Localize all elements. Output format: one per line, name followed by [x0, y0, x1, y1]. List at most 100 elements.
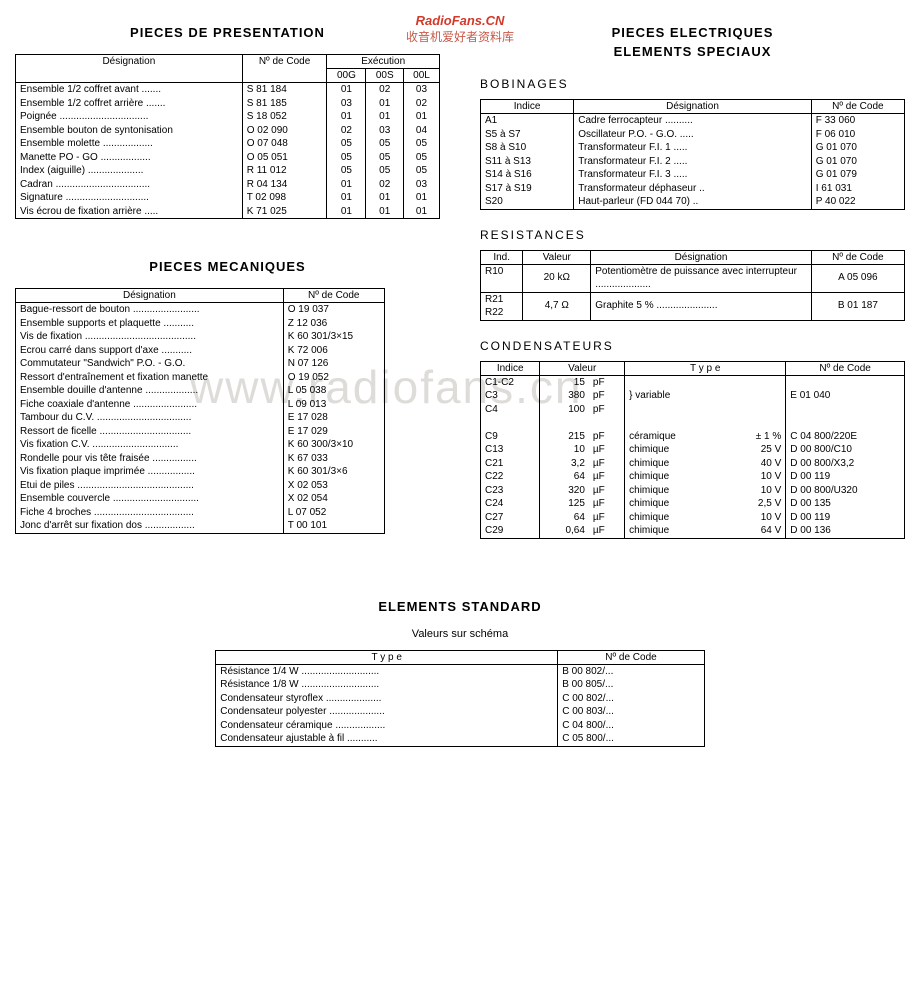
bob-row-ind: S14 à S16 [485, 168, 569, 182]
mec-row-des: Ensemble supports et plaquette .........… [20, 317, 279, 331]
watermark-line1: RadioFans.CN [416, 13, 505, 28]
mec-row-des: Fiche coaxiale d'antenne ...............… [20, 398, 279, 412]
mec-row-code: O 19 052 [288, 371, 380, 385]
cond-row-type: chimique [629, 511, 720, 525]
th-00g: 00G [327, 69, 366, 83]
res-row-ind: R10 [481, 264, 523, 292]
cond-row-val: 125 [544, 497, 585, 511]
th-00l: 00L [403, 69, 439, 83]
cond-row-ind: C23 [485, 484, 535, 498]
presentation-row-exec: 05 [370, 151, 399, 165]
presentation-row-code: S 81 185 [247, 97, 323, 111]
bob-row-ind: S20 [485, 195, 569, 209]
res-row-des: Graphite 5 % ...................... [591, 292, 812, 320]
cond-row-val: 64 [544, 470, 585, 484]
cond-row-typeval: 64 V [728, 524, 781, 538]
presentation-row-exec: 03 [370, 124, 399, 138]
presentation-table: Désignation Nº de Code Exécution 00G 00S… [15, 54, 440, 219]
presentation-row-exec: 02 [331, 124, 361, 138]
bob-row-ind: S17 à S19 [485, 182, 569, 196]
speciaux-title: ELEMENTS SPECIAUX [480, 44, 905, 59]
presentation-row-code: O 05 051 [247, 151, 323, 165]
cond-row-val: 10 [544, 443, 585, 457]
bob-row-ind: S11 à S13 [485, 155, 569, 169]
presentation-row-exec: 01 [370, 191, 399, 205]
right-column: PIECES ELECTRIQUES ELEMENTS SPECIAUX BOB… [480, 15, 905, 539]
presentation-row-code: T 02 098 [247, 191, 323, 205]
mec-row-des: Ensemble couvercle .....................… [20, 492, 279, 506]
bob-row-des: Transformateur déphaseur .. [578, 182, 806, 196]
bob-row-des: Cadre ferrocapteur .......... [578, 114, 806, 128]
cond-row-typeval: 25 V [728, 443, 781, 457]
th-res-ind: Ind. [481, 250, 523, 264]
std-row-type: Condensateur polyester .................… [220, 705, 553, 719]
presentation-row-code: K 71 025 [247, 205, 323, 219]
bob-row-ind: S5 à S7 [485, 128, 569, 142]
bob-row-ind: A1 [485, 114, 569, 128]
presentation-row-des: Signature .............................. [20, 191, 238, 205]
cond-row-code: D 00 800/U320 [790, 484, 900, 498]
cond-g1-unit: pF [593, 403, 620, 417]
cond-row-unit: µF [593, 497, 620, 511]
presentation-row-exec: 01 [331, 83, 361, 97]
bobinages-table: Indice Désignation Nº de Code A1S5 à S7S… [480, 99, 905, 210]
presentation-row-exec: 05 [331, 137, 361, 151]
bob-row-code: G 01 070 [816, 155, 900, 169]
cond-row-unit: µF [593, 457, 620, 471]
presentation-row-des: Cadran .................................… [20, 178, 238, 192]
cond-row-typeval: 40 V [728, 457, 781, 471]
mec-row-code: N 07 126 [288, 357, 380, 371]
presentation-row-exec: 03 [408, 83, 435, 97]
res-row-val: 4,7 Ω [523, 292, 591, 320]
cond-row-code: D 00 119 [790, 511, 900, 525]
res-row-des: Potentiomètre de puissance avec interrup… [591, 264, 812, 292]
std-row-type: Condensateur céramique .................… [220, 719, 553, 733]
cond-row-ind: C29 [485, 524, 535, 538]
cond-row-unit: pF [593, 430, 620, 444]
cond-row-ind: C22 [485, 470, 535, 484]
res-row-val: 20 kΩ [523, 264, 591, 292]
presentation-row-des: Ensemble 1/2 coffret arrière ....... [20, 97, 238, 111]
cond-row-type: chimique [629, 470, 720, 484]
cond-row-unit: µF [593, 511, 620, 525]
mec-row-des: Vis fixation C.V. ......................… [20, 438, 279, 452]
th-bob-ind: Indice [481, 100, 574, 114]
th-designation: Désignation [16, 55, 243, 83]
mec-row-code: E 17 029 [288, 425, 380, 439]
presentation-row-des: Index (aiguille) .................... [20, 164, 238, 178]
presentation-row-exec: 05 [370, 164, 399, 178]
cond-row-type: céramique [629, 430, 720, 444]
bob-row-code: I 61 031 [816, 182, 900, 196]
presentation-row-exec: 05 [408, 137, 435, 151]
std-row-type: Résistance 1/8 W .......................… [220, 678, 553, 692]
cond-row-code: C 04 800/220E [790, 430, 900, 444]
bob-row-code: G 01 070 [816, 141, 900, 155]
std-row-type: Condensateur ajustable à fil ........... [220, 732, 553, 746]
mecaniques-title: PIECES MECANIQUES [15, 259, 440, 274]
cond-g1-val: 15 [544, 376, 585, 390]
presentation-row-des: Vis écrou de fixation arrière ..... [20, 205, 238, 219]
cond-row-val: 215 [544, 430, 585, 444]
presentation-row-exec: 01 [408, 110, 435, 124]
mec-row-code: Z 12 036 [288, 317, 380, 331]
cond-row-type: chimique [629, 524, 720, 538]
presentation-row-des: Ensemble molette .................. [20, 137, 238, 151]
condensateurs-table: Indice Valeur T y p e Nº de Code C1-C2C3… [480, 361, 905, 539]
standard-sub: Valeurs sur schéma [15, 628, 905, 640]
presentation-row-code: S 81 184 [247, 83, 323, 97]
th-00s: 00S [366, 69, 404, 83]
cond-row-val: 320 [544, 484, 585, 498]
th-mec-code: Nº de Code [283, 289, 384, 303]
resistances-table: Ind. Valeur Désignation Nº de Code R1020… [480, 250, 905, 321]
presentation-row-code: R 04 134 [247, 178, 323, 192]
cond-row-code: D 00 800/C10 [790, 443, 900, 457]
cond-g1-code: E 01 040 [790, 389, 900, 403]
presentation-row-exec: 05 [331, 151, 361, 165]
std-row-code: B 00 805/... [562, 678, 700, 692]
cond-row-ind: C27 [485, 511, 535, 525]
mec-row-code: E 17 028 [288, 411, 380, 425]
mec-row-des: Vis de fixation ........................… [20, 330, 279, 344]
cond-row-type: chimique [629, 443, 720, 457]
watermark-top: RadioFans.CN 收音机爱好者资料库 [0, 13, 920, 45]
presentation-row-exec: 02 [408, 97, 435, 111]
